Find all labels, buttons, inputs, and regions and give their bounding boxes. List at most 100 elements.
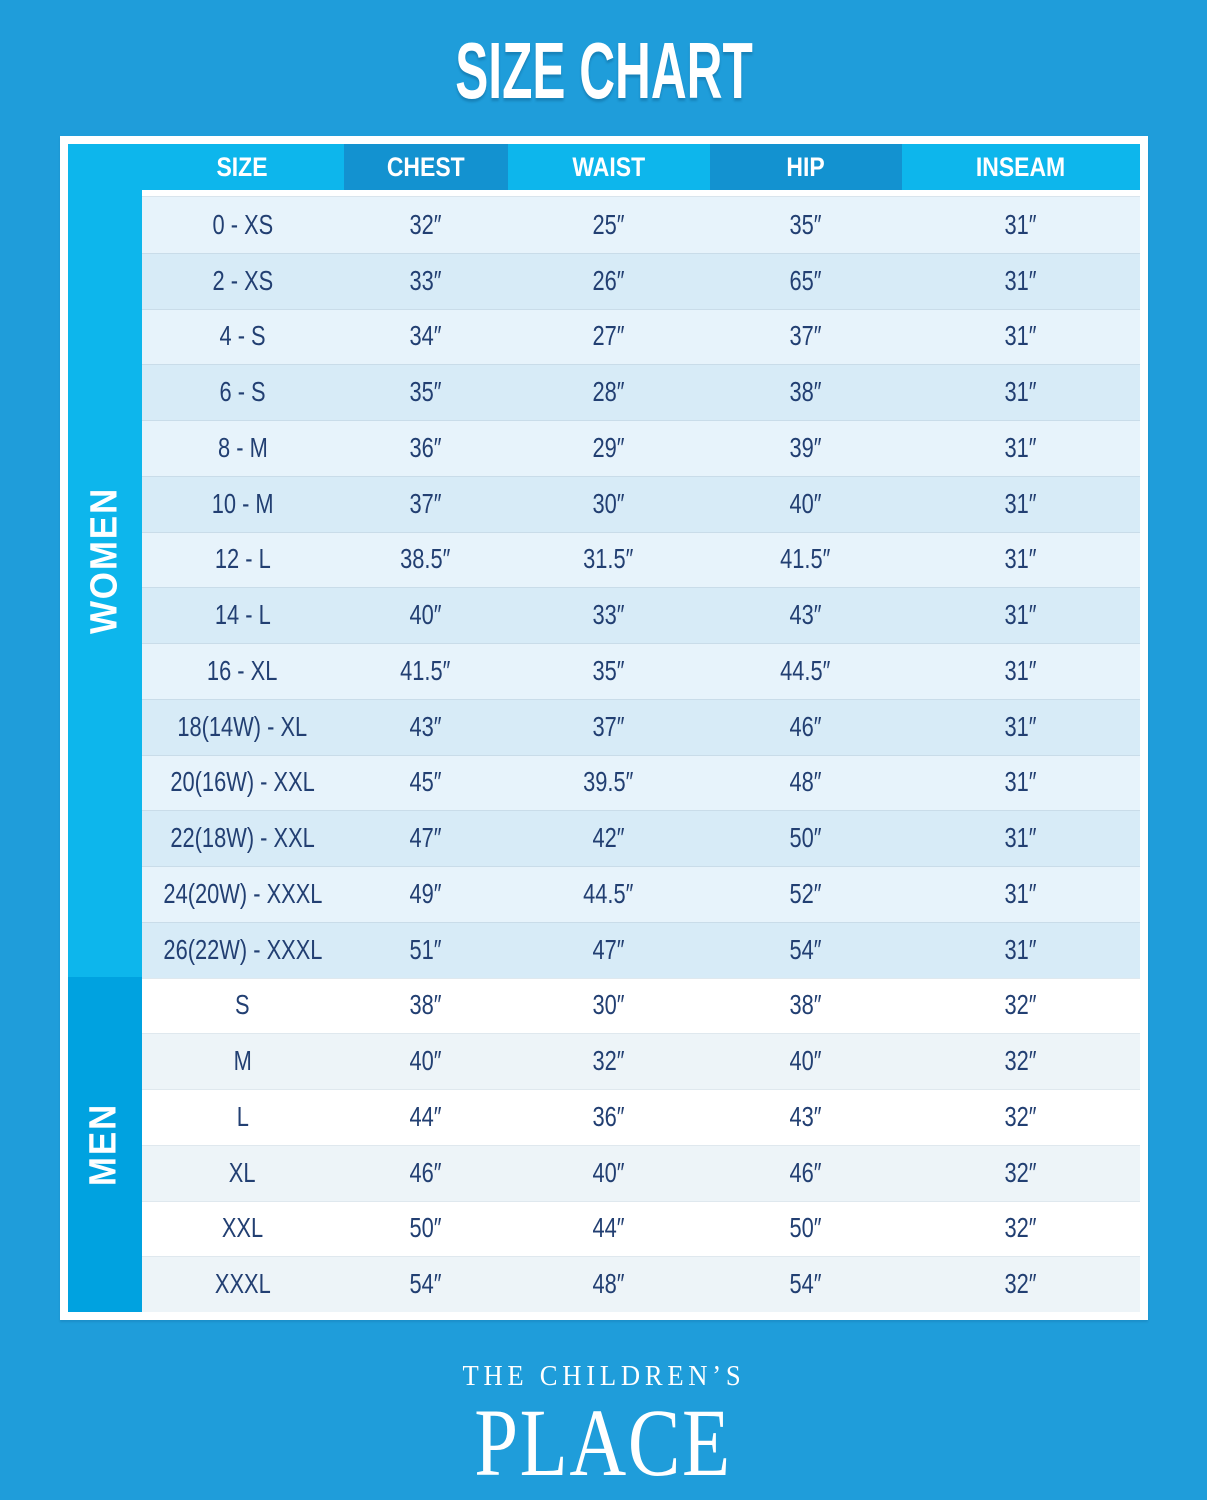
inseam-cell: 31″	[1004, 822, 1037, 854]
inseam-cell: 31″	[1004, 654, 1037, 686]
chest-cell: 49″	[409, 877, 442, 909]
chest-cell: 47″	[409, 822, 442, 854]
women-section-label: WOMEN	[83, 486, 125, 635]
chest-cell: 36″	[409, 431, 442, 463]
size-cell: M	[233, 1045, 252, 1077]
hip-cell: 37″	[789, 320, 822, 352]
table-row: 8 - M 36″ 29″ 39″ 31″	[141, 420, 1140, 476]
table-row: 20(16W) - XXL 45″ 39.5″ 48″ 31″	[141, 754, 1140, 811]
hip-cell: 39″	[789, 431, 822, 463]
hip-cell: 54″	[789, 933, 822, 965]
hip-cell: 43″	[789, 599, 822, 631]
brand-logo: THE CHILDREN’S PLACE	[0, 1361, 1207, 1490]
table-row: 16 - XL 41.5″ 35″ 44.5″ 31″	[141, 643, 1140, 699]
header-cell-inseam: INSEAM	[901, 144, 1140, 190]
header-cell-size: SIZE	[141, 144, 344, 190]
hip-cell: 35″	[789, 208, 822, 240]
size-cell: 12 - L	[214, 543, 271, 575]
waist-cell: 30″	[592, 989, 625, 1021]
waist-cell: 27″	[592, 320, 625, 352]
table-row: 14 - L 40″ 33″ 43″ 31″	[141, 587, 1140, 643]
hip-cell: 38″	[789, 989, 822, 1021]
size-cell: XL	[229, 1156, 256, 1188]
waist-cell: 31.5″	[583, 543, 634, 575]
inseam-cell: 32″	[1004, 989, 1037, 1021]
chest-cell: 43″	[409, 710, 442, 742]
chest-cell: 33″	[409, 264, 442, 296]
chest-cell: 35″	[409, 376, 442, 408]
waist-cell: 48″	[592, 1268, 625, 1300]
table-data-area: SIZE CHEST WAIST HIP INSEAM 0 - XS 32″ 25″…	[141, 144, 1140, 1312]
table-header-row: SIZE CHEST WAIST HIP INSEAM	[141, 144, 1140, 190]
table-row: 22(18W) - XXL 47″ 42″ 50″ 31″	[141, 810, 1140, 866]
inseam-cell: 32″	[1004, 1100, 1037, 1132]
hip-cell: 46″	[789, 1156, 822, 1188]
inseam-cell: 31″	[1004, 933, 1037, 965]
inseam-cell: 31″	[1004, 264, 1037, 296]
table-row: 24(20W) - XXXL 49″ 44.5″ 52″ 31″	[141, 866, 1140, 922]
waist-cell: 35″	[592, 654, 625, 686]
page-title-text: SIZE CHART	[454, 26, 753, 115]
size-cell: 22(18W) - XXL	[170, 822, 315, 854]
inseam-cell: 32″	[1004, 1268, 1037, 1300]
size-cell: S	[235, 989, 250, 1021]
chest-cell: 32″	[409, 208, 442, 240]
men-section-label: MEN	[83, 1102, 126, 1187]
table-row: M 40″ 32″ 40″ 32″	[141, 1033, 1140, 1089]
chest-cell: 40″	[409, 1045, 442, 1077]
waist-cell: 39.5″	[583, 766, 634, 798]
hip-cell: 52″	[789, 877, 822, 909]
size-cell: 0 - XS	[212, 208, 273, 240]
page-title: SIZE CHART	[364, 31, 844, 111]
hip-cell: 40″	[789, 1045, 822, 1077]
table-row: 10 - M 37″ 30″ 40″ 31″	[141, 475, 1140, 532]
size-cell: 24(20W) - XXXL	[163, 877, 323, 909]
hip-cell: 65″	[789, 264, 822, 296]
table-row: XL 46″ 40″ 46″ 32″	[141, 1144, 1140, 1201]
size-table: WOMEN MEN SIZE CHEST WAIST HIP INSEAM 0 …	[67, 144, 1140, 1312]
size-cell: XXXL	[214, 1268, 271, 1300]
waist-cell: 47″	[592, 933, 625, 965]
size-cell: 2 - XS	[212, 264, 273, 296]
men-section-band: MEN	[67, 977, 142, 1312]
size-cell: 20(16W) - XXL	[170, 766, 315, 798]
inseam-cell: 32″	[1004, 1212, 1037, 1244]
size-table-frame: WOMEN MEN SIZE CHEST WAIST HIP INSEAM 0 …	[59, 136, 1148, 1320]
waist-cell: 30″	[592, 487, 625, 519]
size-cell: 4 - S	[219, 320, 266, 352]
size-cell: 10 - M	[211, 487, 274, 519]
header-cell-hip: HIP	[709, 144, 902, 190]
waist-cell: 25″	[592, 208, 625, 240]
waist-cell: 29″	[592, 431, 625, 463]
size-cell: 6 - S	[219, 376, 266, 408]
hip-cell: 46″	[789, 710, 822, 742]
hip-cell: 44.5″	[780, 654, 831, 686]
waist-cell: 28″	[592, 376, 625, 408]
inseam-cell: 31″	[1004, 487, 1037, 519]
brand-line-1: THE CHILDREN’S	[462, 1361, 745, 1392]
hip-cell: 48″	[789, 766, 822, 798]
size-cell: 14 - L	[214, 599, 271, 631]
inseam-cell: 32″	[1004, 1045, 1037, 1077]
table-row: 4 - S 34″ 27″ 37″ 31″	[141, 308, 1140, 365]
table-row: 6 - S 35″ 28″ 38″ 31″	[141, 364, 1140, 420]
inseam-cell: 31″	[1004, 877, 1037, 909]
waist-cell: 26″	[592, 264, 625, 296]
hip-cell: 43″	[789, 1100, 822, 1132]
table-row: 12 - L 38.5″ 31.5″ 41.5″ 31″	[141, 531, 1140, 588]
inseam-cell: 31″	[1004, 208, 1037, 240]
waist-cell: 33″	[592, 599, 625, 631]
hip-cell: 41.5″	[780, 543, 831, 575]
size-cell: 18(14W) - XL	[177, 710, 308, 742]
chest-cell: 37″	[409, 487, 442, 519]
hip-cell: 38″	[789, 376, 822, 408]
size-cell: L	[236, 1100, 249, 1132]
gender-sidebar: WOMEN MEN	[67, 144, 142, 1312]
table-row: 2 - XS 33″ 26″ 65″ 31″	[141, 252, 1140, 309]
chest-cell: 44″	[409, 1100, 442, 1132]
table-row: XXL 50″ 44″ 50″ 32″	[141, 1200, 1140, 1257]
table-body: 0 - XS 32″ 25″ 35″ 31″ 2 - XS 33″ 26″ 65″ 31″ 4 - …	[141, 196, 1140, 1312]
table-row: S 38″ 30″ 38″ 32″	[141, 977, 1140, 1034]
table-row: 18(14W) - XL 43″ 37″ 46″ 31″	[141, 698, 1140, 755]
